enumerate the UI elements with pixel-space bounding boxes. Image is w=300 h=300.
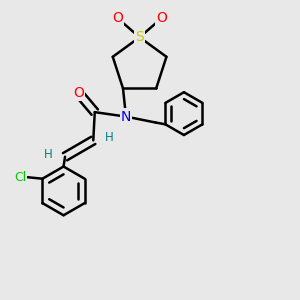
Text: H: H	[105, 131, 114, 145]
Text: S: S	[135, 30, 144, 44]
Text: N: N	[121, 110, 131, 124]
Text: O: O	[73, 86, 84, 100]
Text: H: H	[44, 148, 53, 161]
Text: O: O	[112, 11, 123, 25]
Text: Cl: Cl	[14, 171, 26, 184]
Text: O: O	[157, 11, 167, 25]
